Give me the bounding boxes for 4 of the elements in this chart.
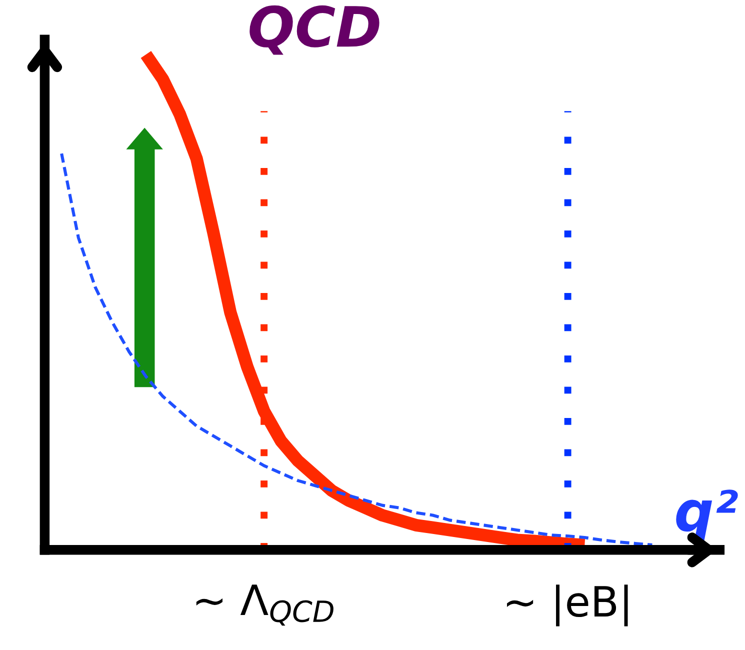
x-axis-title: q²	[676, 490, 738, 542]
chart-title: QCD	[250, 5, 380, 55]
x-tick-label: ∼ Λ$_{QCD}$	[196, 584, 334, 626]
x-tick-label: ∼ |eB|	[506, 584, 628, 626]
